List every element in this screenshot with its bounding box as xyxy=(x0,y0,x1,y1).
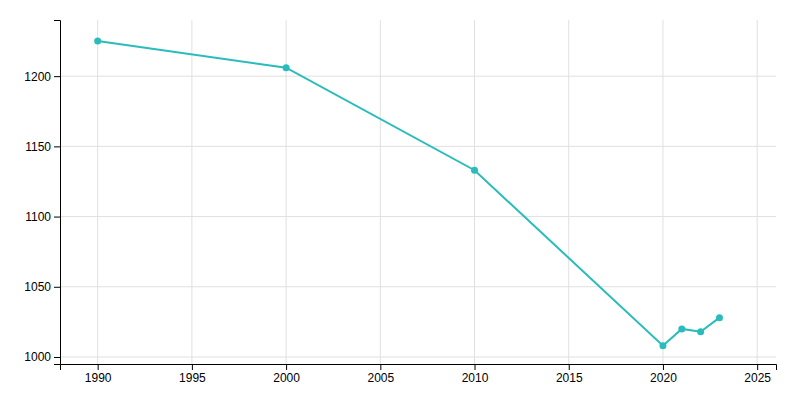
tick-mark xyxy=(54,217,60,218)
tick: 2000 xyxy=(273,364,300,385)
point xyxy=(94,38,101,45)
tick-label: 2005 xyxy=(367,371,394,385)
tick: 2005 xyxy=(367,364,394,385)
tick: 1995 xyxy=(179,364,206,385)
grid-line-x xyxy=(97,20,98,364)
tick-mark xyxy=(757,364,758,370)
tick: 2015 xyxy=(556,364,583,385)
marks xyxy=(94,38,723,350)
y-axis: 1000 1050 1100 1150 1200 xyxy=(24,21,60,365)
grid-line-x xyxy=(662,20,663,364)
grid-line-y xyxy=(60,356,776,357)
grid-line-x xyxy=(757,20,758,364)
grid-line-y xyxy=(60,286,776,287)
tick-label: 2000 xyxy=(273,371,300,385)
tick: 2025 xyxy=(744,364,771,385)
grid-line-x xyxy=(286,20,287,364)
tick-mark xyxy=(54,287,60,288)
tick-label: 1200 xyxy=(24,70,51,84)
plot-area: 1990 1995 2000 2005 2010 2015 2020 2025 1000 1050… xyxy=(24,20,776,385)
grid xyxy=(60,20,776,364)
grid-line-x xyxy=(191,20,192,364)
grid-line-x xyxy=(380,20,381,364)
tick-label: 2025 xyxy=(744,371,771,385)
tick: 1990 xyxy=(85,364,112,385)
tick-mark xyxy=(380,364,381,370)
tick-label: 1100 xyxy=(25,210,51,224)
tick-mark xyxy=(54,146,60,147)
tick-label: 1000 xyxy=(24,350,51,364)
tick: 1050 xyxy=(24,280,60,294)
tick-mark xyxy=(54,357,60,358)
point xyxy=(716,314,723,321)
tick-label: 2020 xyxy=(650,371,677,385)
grid-line-y xyxy=(60,216,776,217)
tick-mark xyxy=(286,364,287,370)
point xyxy=(659,342,666,349)
tick-label: 2010 xyxy=(462,371,489,385)
tick: 1000 xyxy=(24,350,60,364)
tick: 1200 xyxy=(24,70,60,84)
line xyxy=(98,41,720,346)
grid-line-x xyxy=(474,20,475,364)
tick-mark xyxy=(98,364,99,370)
chart: 1990 1995 2000 2005 2010 2015 2020 2025 1000 1050… xyxy=(0,0,800,400)
grid-line-y xyxy=(60,146,776,147)
grid-line-x xyxy=(568,20,569,364)
tick-mark xyxy=(569,364,570,370)
tick: 2020 xyxy=(650,364,677,385)
tick: 1100 xyxy=(25,210,60,224)
tick-label: 1150 xyxy=(25,140,51,154)
tick-label: 1990 xyxy=(85,371,112,385)
tick: 2010 xyxy=(462,364,489,385)
point xyxy=(697,328,704,335)
axis-line xyxy=(54,21,61,365)
point xyxy=(471,167,478,174)
tick-mark xyxy=(475,364,476,370)
tick-mark xyxy=(192,364,193,370)
tick: 1150 xyxy=(25,140,60,154)
tick-mark xyxy=(663,364,664,370)
tick-label: 1995 xyxy=(179,371,206,385)
tick-mark xyxy=(54,76,60,77)
point xyxy=(678,325,685,332)
x-axis: 1990 1995 2000 2005 2010 2015 2020 2025 xyxy=(61,364,777,385)
axis-line xyxy=(61,365,777,371)
point xyxy=(283,64,290,71)
tick-label: 2015 xyxy=(556,371,583,385)
tick-label: 1050 xyxy=(24,280,51,294)
grid-line-y xyxy=(60,76,776,77)
